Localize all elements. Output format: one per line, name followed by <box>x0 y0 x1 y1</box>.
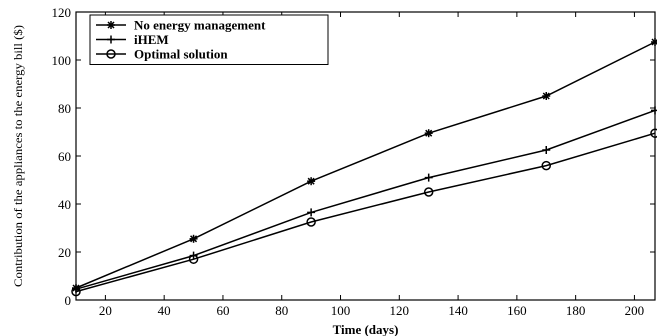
data-point-optimal-solution <box>541 160 552 171</box>
y-tick-label: 20 <box>58 245 71 260</box>
legend-marker-ihem <box>107 35 115 44</box>
data-point-no-energy-management <box>424 129 433 138</box>
legend-label-no-energy-management: No energy management <box>134 18 266 33</box>
y-tick-label: 100 <box>52 53 72 68</box>
x-axis-label: Time (days) <box>333 322 399 336</box>
legend-marker-no-energy-management <box>107 21 115 29</box>
data-point-no-energy-management <box>307 177 316 186</box>
data-point-optimal-solution <box>423 187 434 197</box>
data-point-no-energy-management <box>189 234 198 243</box>
data-point-optimal-solution <box>188 254 199 264</box>
x-tick-label: 20 <box>99 303 112 318</box>
y-axis-label: Contribution of the appliances to the en… <box>11 25 25 287</box>
axes: 20 40 60 80 100 120 140 160 180 200 0 20 40 60 80 100 12… <box>52 5 656 318</box>
y-tick-label: 80 <box>58 101 71 116</box>
x-tick-label: 100 <box>331 303 351 318</box>
x-tick-label: 120 <box>390 303 410 318</box>
x-tick-label: 60 <box>216 303 229 318</box>
series-line-no-energy-management <box>75 41 656 289</box>
plot-area <box>71 38 657 297</box>
y-tick-label: 120 <box>52 5 72 20</box>
legend-box <box>89 14 329 65</box>
x-tick-label: 40 <box>158 303 171 318</box>
series-line-optimal-solution <box>75 132 656 293</box>
y-tick-label: 60 <box>58 149 71 164</box>
data-point-no-energy-management <box>651 38 657 46</box>
y-tick-label: 40 <box>58 197 71 212</box>
series-line-ihem <box>75 109 656 290</box>
data-point-ihem <box>424 173 433 182</box>
x-tick-label: 180 <box>566 303 586 318</box>
legend-label-optimal-solution: Optimal solution <box>134 47 228 62</box>
data-point-no-energy-management <box>542 92 551 100</box>
x-tick-label: 160 <box>507 303 527 318</box>
data-point-optimal-solution <box>306 217 316 227</box>
x-tick-label: 200 <box>625 303 645 318</box>
y-tick-label: 0 <box>65 293 72 308</box>
x-tick-label: 140 <box>448 303 468 318</box>
legend-marker-optimal-solution <box>106 49 116 59</box>
data-point-ihem <box>307 208 316 217</box>
data-point-ihem <box>542 146 551 154</box>
x-tick-label: 80 <box>275 303 288 318</box>
legend-label-ihem: iHEM <box>134 32 169 47</box>
